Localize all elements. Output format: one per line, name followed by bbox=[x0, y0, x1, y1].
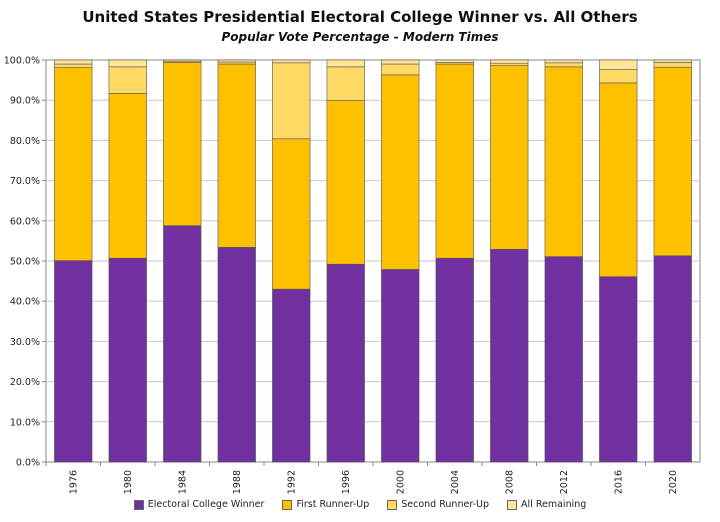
y-tick-label: 20.0% bbox=[10, 377, 40, 388]
bar-segment-electoral-college-winner-2008 bbox=[490, 249, 529, 463]
bar-segment-electoral-college-winner-1976 bbox=[54, 260, 93, 463]
y-tick-label: 80.0% bbox=[10, 136, 40, 147]
bar-segment-all-remaining-2004 bbox=[435, 59, 474, 63]
bar-segment-second-runner-up-1976 bbox=[54, 63, 93, 68]
bar-segment-second-runner-up-2016 bbox=[599, 69, 638, 84]
bar-segment-electoral-college-winner-1992 bbox=[272, 288, 311, 463]
y-tick-label: 60.0% bbox=[10, 216, 40, 227]
legend-item-all-remaining: All Remaining bbox=[507, 499, 586, 510]
bar-segment-all-remaining-1980 bbox=[108, 59, 147, 68]
bar-segment-all-remaining-2008 bbox=[490, 59, 529, 64]
legend-item-winner: Electoral College Winner bbox=[133, 499, 265, 510]
bar-segment-second-runner-up-1996 bbox=[326, 66, 365, 101]
bar-segment-all-remaining-1996 bbox=[326, 59, 365, 68]
bar-segment-electoral-college-winner-2000 bbox=[381, 269, 420, 463]
y-tick-label: 40.0% bbox=[10, 297, 40, 308]
bar-segment-first-runner-up-1996 bbox=[326, 100, 365, 265]
x-tick-label-1980: 1980 bbox=[123, 470, 134, 494]
bar-segment-first-runner-up-2008 bbox=[490, 65, 529, 250]
bar-segment-all-remaining-1988 bbox=[217, 59, 256, 63]
bar-segment-first-runner-up-1976 bbox=[54, 67, 93, 261]
bar-segment-first-runner-up-2016 bbox=[599, 82, 638, 277]
chart-legend: Electoral College Winner First Runner-Up… bbox=[0, 499, 720, 510]
bar-segment-second-runner-up-2000 bbox=[381, 63, 420, 76]
y-tick-label: 70.0% bbox=[10, 176, 40, 187]
legend-label-first-runner-up: First Runner-Up bbox=[296, 499, 370, 510]
legend-item-second-runner-up: Second Runner-Up bbox=[387, 499, 489, 510]
x-tick-label-1996: 1996 bbox=[341, 470, 352, 494]
legend-swatch-all-remaining bbox=[507, 499, 518, 510]
bar-segment-electoral-college-winner-2020 bbox=[653, 255, 692, 463]
legend-label-all-remaining: All Remaining bbox=[521, 499, 587, 510]
y-tick-label: 0.0% bbox=[16, 458, 40, 469]
x-tick-label-2020: 2020 bbox=[668, 470, 679, 494]
bar-segment-first-runner-up-1992 bbox=[272, 138, 311, 290]
bar-segment-all-remaining-2012 bbox=[544, 59, 583, 64]
x-tick-label-2016: 2016 bbox=[613, 470, 624, 494]
bar-segment-all-remaining-2020 bbox=[653, 59, 692, 63]
x-tick-label-2000: 2000 bbox=[395, 470, 406, 494]
bar-segment-electoral-college-winner-2012 bbox=[544, 256, 583, 463]
bar-segment-first-runner-up-1988 bbox=[217, 63, 256, 248]
bar-segment-second-runner-up-2012 bbox=[544, 62, 583, 68]
x-tick-label-1992: 1992 bbox=[286, 470, 297, 494]
legend-swatch-second-runner-up bbox=[387, 499, 398, 510]
y-tick-label: 90.0% bbox=[10, 96, 40, 107]
y-tick-label: 100.0% bbox=[4, 56, 40, 67]
bar-segment-electoral-college-winner-2004 bbox=[435, 257, 474, 463]
chart-subtitle: Popular Vote Percentage - Modern Times bbox=[221, 30, 499, 44]
bar-segment-second-runner-up-1980 bbox=[108, 66, 147, 94]
bar-segment-all-remaining-2016 bbox=[599, 59, 638, 70]
bar-segment-electoral-college-winner-1988 bbox=[217, 247, 256, 463]
bar-segment-second-runner-up-1992 bbox=[272, 62, 311, 140]
x-tick-label-2012: 2012 bbox=[559, 470, 570, 494]
y-tick-label: 10.0% bbox=[10, 417, 40, 428]
bar-segment-all-remaining-1984 bbox=[163, 59, 202, 62]
x-tick-label-2004: 2004 bbox=[450, 470, 461, 494]
chart-title: United States Presidential Electoral Col… bbox=[82, 8, 638, 26]
bar-segment-first-runner-up-2000 bbox=[381, 74, 420, 270]
bar-segment-electoral-college-winner-1996 bbox=[326, 263, 365, 463]
bar-segment-second-runner-up-2008 bbox=[490, 62, 529, 66]
x-tick-label-1988: 1988 bbox=[232, 470, 243, 494]
bar-segment-first-runner-up-1984 bbox=[163, 62, 202, 226]
legend-item-first-runner-up: First Runner-Up bbox=[282, 499, 369, 510]
y-tick-label: 50.0% bbox=[10, 257, 40, 268]
bar-segment-all-remaining-1992 bbox=[272, 59, 311, 64]
x-tick-label-2008: 2008 bbox=[504, 470, 515, 494]
legend-label-second-runner-up: Second Runner-Up bbox=[401, 499, 490, 510]
bar-segment-electoral-college-winner-1984 bbox=[163, 225, 202, 463]
bar-segment-second-runner-up-1988 bbox=[217, 61, 256, 65]
bar-segment-electoral-college-winner-2016 bbox=[599, 276, 638, 463]
bar-segment-first-runner-up-1980 bbox=[108, 93, 147, 259]
y-tick-label: 30.0% bbox=[10, 337, 40, 348]
bar-segment-first-runner-up-2020 bbox=[653, 66, 692, 257]
bar-segment-electoral-college-winner-1980 bbox=[108, 257, 147, 463]
bar-segment-all-remaining-1976 bbox=[54, 59, 93, 65]
bar-segment-first-runner-up-2004 bbox=[435, 63, 474, 259]
bar-segment-all-remaining-2000 bbox=[381, 59, 420, 65]
x-tick-label-1984: 1984 bbox=[177, 470, 188, 494]
bar-segment-first-runner-up-2012 bbox=[544, 66, 583, 257]
legend-swatch-first-runner-up bbox=[282, 499, 293, 510]
legend-swatch-winner bbox=[133, 499, 144, 510]
x-tick-label-1976: 1976 bbox=[68, 470, 79, 494]
bar-segment-second-runner-up-2020 bbox=[653, 62, 692, 68]
legend-label-winner: Electoral College Winner bbox=[147, 499, 265, 510]
